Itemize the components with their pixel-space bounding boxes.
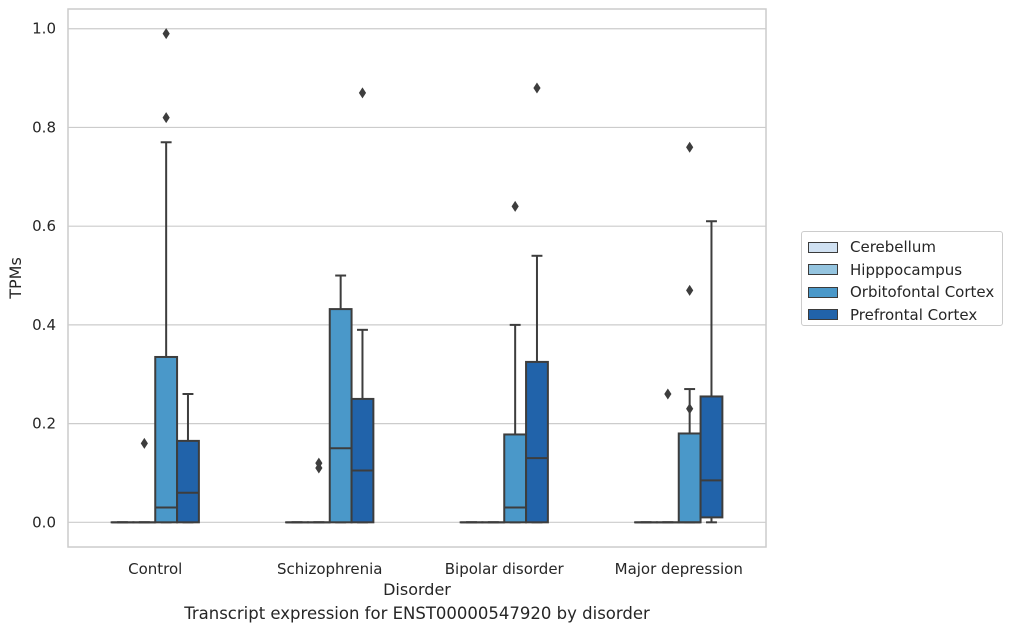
figure-caption: Transcript expression for ENST0000054792… <box>184 604 650 623</box>
legend-label: Cerebellum <box>850 238 936 257</box>
outlier-point <box>686 141 694 153</box>
outlier-point <box>315 457 323 469</box>
y-tick-label: 0.0 <box>32 513 56 531</box>
box-iqr <box>525 360 549 524</box>
y-tick-label: 0.2 <box>32 415 56 433</box>
legend-swatch <box>808 286 838 298</box>
outlier-point <box>511 200 519 212</box>
outlier-point <box>664 388 672 400</box>
legend-item: Orbitofontal Cortex <box>808 281 1002 304</box>
box-group <box>132 437 157 524</box>
legend-swatch <box>808 264 838 276</box>
legend-item: Cerebellum <box>808 236 1002 259</box>
box-iqr <box>503 433 528 524</box>
plot-area-frame <box>67 8 767 548</box>
outlier-point <box>533 82 541 94</box>
legend-item: Hipppocampus <box>808 259 1002 282</box>
box-marks <box>110 28 724 524</box>
box-iqr <box>328 308 353 524</box>
box-iqr <box>154 355 179 524</box>
box-iqr <box>350 397 375 524</box>
box-group <box>350 87 375 524</box>
y-axis-title: TPMs <box>6 257 25 300</box>
legend-label: Orbitofontal Cortex <box>850 283 995 302</box>
box-group <box>306 457 331 524</box>
legend-label: Prefrontal Cortex <box>850 305 978 324</box>
y-tick-label: 1.0 <box>32 20 56 38</box>
y-tick-label: 0.8 <box>32 118 56 136</box>
legend-swatch <box>808 241 838 253</box>
x-tick-labels: Control Schizophrenia Bipolar disorder Majo… <box>128 560 743 578</box>
legend-item: Prefrontal Cortex <box>808 304 1002 327</box>
x-tick-label: Bipolar disorder <box>445 560 565 578</box>
outlier-point <box>162 28 170 40</box>
outlier-point <box>358 87 367 99</box>
y-tick-label: 0.6 <box>32 217 56 235</box>
box-group <box>154 28 179 524</box>
x-axis-title: Disorder <box>383 580 451 599</box>
box-group <box>503 200 528 524</box>
box-group <box>655 388 680 524</box>
legend-label: Hipppocampus <box>850 260 963 279</box>
x-tick-label: Control <box>128 560 182 578</box>
outlier-point <box>140 437 148 449</box>
box-iqr <box>699 395 724 519</box>
box-group <box>677 141 702 524</box>
legend-swatch <box>808 309 838 321</box>
box-group <box>525 82 549 524</box>
box-group <box>328 274 353 524</box>
outlier-point <box>686 284 694 296</box>
box-iqr <box>677 432 702 524</box>
x-tick-label: Schizophrenia <box>277 560 382 578</box>
box-group <box>176 392 200 524</box>
box-iqr <box>176 439 200 524</box>
box-group <box>699 220 724 524</box>
y-tick-labels: 0.0 0.2 0.4 0.6 0.8 1.0 <box>32 20 56 532</box>
legend: Cerebellum Hipppocampus Orbitofontal Corte… <box>801 231 1003 326</box>
outlier-point <box>162 112 170 124</box>
y-tick-label: 0.4 <box>32 316 56 334</box>
x-tick-label: Major depression <box>615 560 743 578</box>
outlier-point <box>686 403 694 415</box>
